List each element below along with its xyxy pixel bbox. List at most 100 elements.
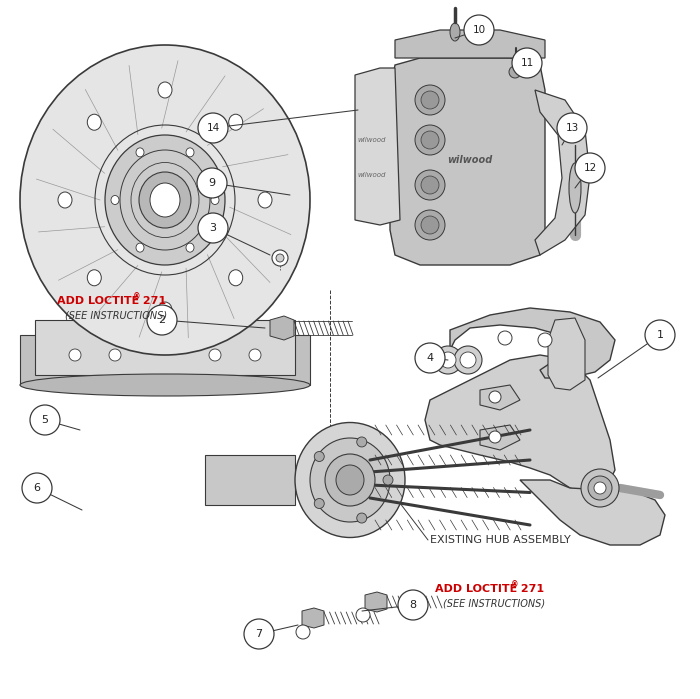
Ellipse shape (356, 608, 370, 622)
Text: 3: 3 (209, 223, 216, 233)
Polygon shape (395, 30, 545, 58)
Ellipse shape (594, 482, 606, 494)
Text: 2: 2 (158, 315, 166, 325)
Ellipse shape (88, 114, 102, 130)
Ellipse shape (20, 374, 310, 396)
Ellipse shape (186, 148, 194, 157)
Ellipse shape (58, 192, 72, 208)
Polygon shape (20, 335, 310, 385)
Circle shape (244, 619, 274, 649)
Ellipse shape (421, 176, 439, 194)
Circle shape (198, 113, 228, 143)
Text: 7: 7 (256, 629, 262, 639)
Ellipse shape (415, 125, 445, 155)
Text: 4: 4 (426, 353, 433, 363)
Text: (SEE INSTRUCTIONS): (SEE INSTRUCTIONS) (65, 310, 167, 320)
Text: 8: 8 (410, 600, 416, 610)
Ellipse shape (509, 66, 521, 78)
Ellipse shape (421, 91, 439, 109)
Text: wilwood: wilwood (358, 137, 386, 143)
Circle shape (415, 343, 445, 373)
Text: 271: 271 (517, 584, 544, 594)
Circle shape (30, 405, 60, 435)
Text: wilwood: wilwood (358, 172, 386, 178)
Ellipse shape (314, 498, 324, 508)
Ellipse shape (415, 210, 445, 240)
Ellipse shape (258, 192, 272, 208)
Circle shape (197, 168, 227, 198)
Ellipse shape (460, 352, 476, 368)
Ellipse shape (150, 183, 180, 217)
Ellipse shape (295, 422, 405, 538)
Polygon shape (270, 316, 294, 340)
Circle shape (464, 15, 494, 45)
Polygon shape (355, 68, 400, 225)
Ellipse shape (209, 349, 221, 361)
Ellipse shape (276, 254, 284, 262)
Ellipse shape (139, 172, 191, 228)
Ellipse shape (136, 148, 144, 157)
Ellipse shape (415, 85, 445, 115)
Ellipse shape (111, 196, 119, 205)
Ellipse shape (88, 270, 102, 286)
Circle shape (575, 153, 605, 183)
Polygon shape (35, 320, 295, 375)
Circle shape (22, 473, 52, 503)
Ellipse shape (581, 469, 619, 507)
Ellipse shape (229, 270, 243, 286)
Ellipse shape (383, 475, 393, 485)
Ellipse shape (69, 349, 81, 361)
Polygon shape (302, 608, 324, 628)
Ellipse shape (211, 196, 219, 205)
Text: 10: 10 (473, 25, 486, 35)
Text: 5: 5 (41, 415, 48, 425)
Circle shape (645, 320, 675, 350)
Text: EXISTING HUB ASSEMBLY: EXISTING HUB ASSEMBLY (430, 535, 570, 545)
Ellipse shape (421, 131, 439, 149)
Circle shape (512, 48, 542, 78)
Text: wilwood: wilwood (447, 155, 493, 165)
Ellipse shape (538, 333, 552, 347)
Circle shape (398, 590, 428, 620)
Ellipse shape (569, 163, 581, 213)
Ellipse shape (158, 82, 172, 98)
Ellipse shape (249, 349, 261, 361)
Polygon shape (390, 58, 545, 265)
Ellipse shape (498, 331, 512, 345)
Ellipse shape (296, 625, 310, 639)
Text: ®: ® (511, 581, 519, 590)
Ellipse shape (158, 302, 172, 318)
Polygon shape (205, 455, 295, 505)
Polygon shape (480, 385, 520, 410)
Ellipse shape (136, 243, 144, 252)
Polygon shape (450, 308, 615, 378)
Text: ®: ® (133, 293, 141, 302)
Polygon shape (520, 480, 665, 545)
Circle shape (147, 305, 177, 335)
Text: ADD LOCTITE: ADD LOCTITE (435, 584, 517, 594)
Text: ADD LOCTITE: ADD LOCTITE (57, 296, 139, 306)
Ellipse shape (105, 135, 225, 265)
Ellipse shape (450, 23, 460, 41)
Ellipse shape (357, 513, 367, 523)
Ellipse shape (357, 437, 367, 447)
Ellipse shape (186, 243, 194, 252)
Ellipse shape (109, 349, 121, 361)
Text: 14: 14 (206, 123, 220, 133)
Ellipse shape (310, 438, 390, 522)
Ellipse shape (434, 346, 462, 374)
Ellipse shape (314, 452, 324, 461)
Ellipse shape (454, 346, 482, 374)
Text: 9: 9 (209, 178, 216, 188)
Circle shape (198, 213, 228, 243)
Text: 271: 271 (139, 296, 166, 306)
Text: 1: 1 (657, 330, 664, 340)
Polygon shape (480, 425, 520, 450)
Ellipse shape (415, 170, 445, 200)
Text: (SEE INSTRUCTIONS): (SEE INSTRUCTIONS) (443, 598, 545, 608)
Ellipse shape (229, 114, 243, 130)
Text: 12: 12 (583, 163, 596, 173)
Text: 6: 6 (34, 483, 41, 493)
Ellipse shape (421, 216, 439, 234)
Ellipse shape (20, 45, 310, 355)
